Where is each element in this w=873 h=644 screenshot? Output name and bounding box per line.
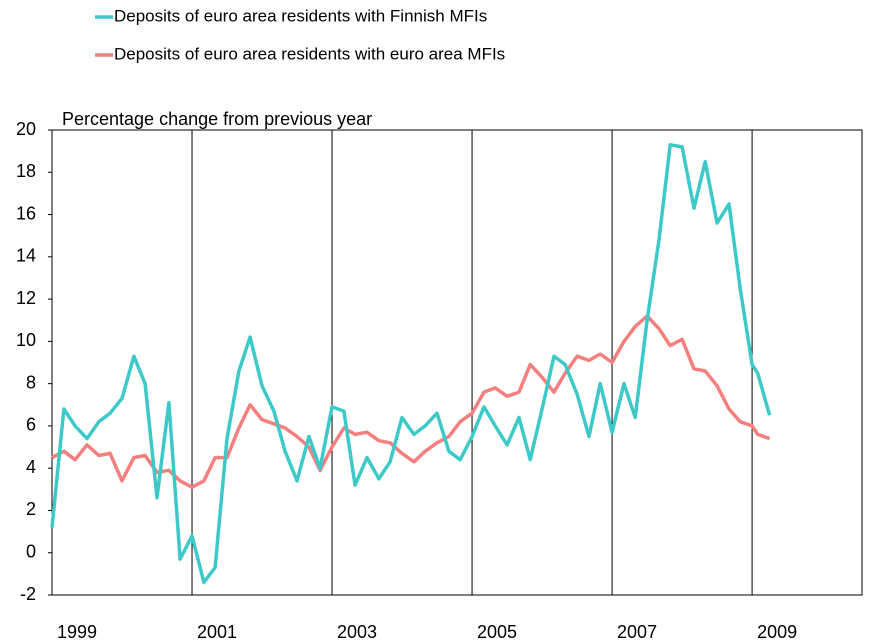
y-tick-label: 4 [26,457,36,477]
y-axis-label: Percentage change from previous year [62,109,372,129]
y-tick-label: 2 [26,499,36,519]
y-tick-label: 16 [16,203,36,223]
plot-frame [51,129,863,596]
x-tick-label: 2007 [617,622,657,642]
y-tick-label: 6 [26,415,36,435]
y-tick-label: 10 [16,330,36,350]
x-tick-label: 2009 [757,622,797,642]
series-line [50,143,772,585]
y-tick-label: -2 [20,584,36,604]
x-tick-label: 2003 [337,622,377,642]
x-tick-label: 2005 [477,622,517,642]
x-tick-label: 1999 [57,622,97,642]
series-line [51,314,771,489]
y-tick-label: 0 [26,541,36,561]
x-tick-label: 2001 [197,622,237,642]
y-tick-label: 12 [16,288,36,308]
y-tick-label: 18 [16,161,36,181]
legend-label: Deposits of euro area residents with eur… [114,44,505,63]
y-tick-label: 20 [16,119,36,139]
y-tick-label: 14 [16,246,36,266]
y-tick-label: 8 [26,372,36,392]
legend-label: Deposits of euro area residents with Fin… [114,6,487,25]
